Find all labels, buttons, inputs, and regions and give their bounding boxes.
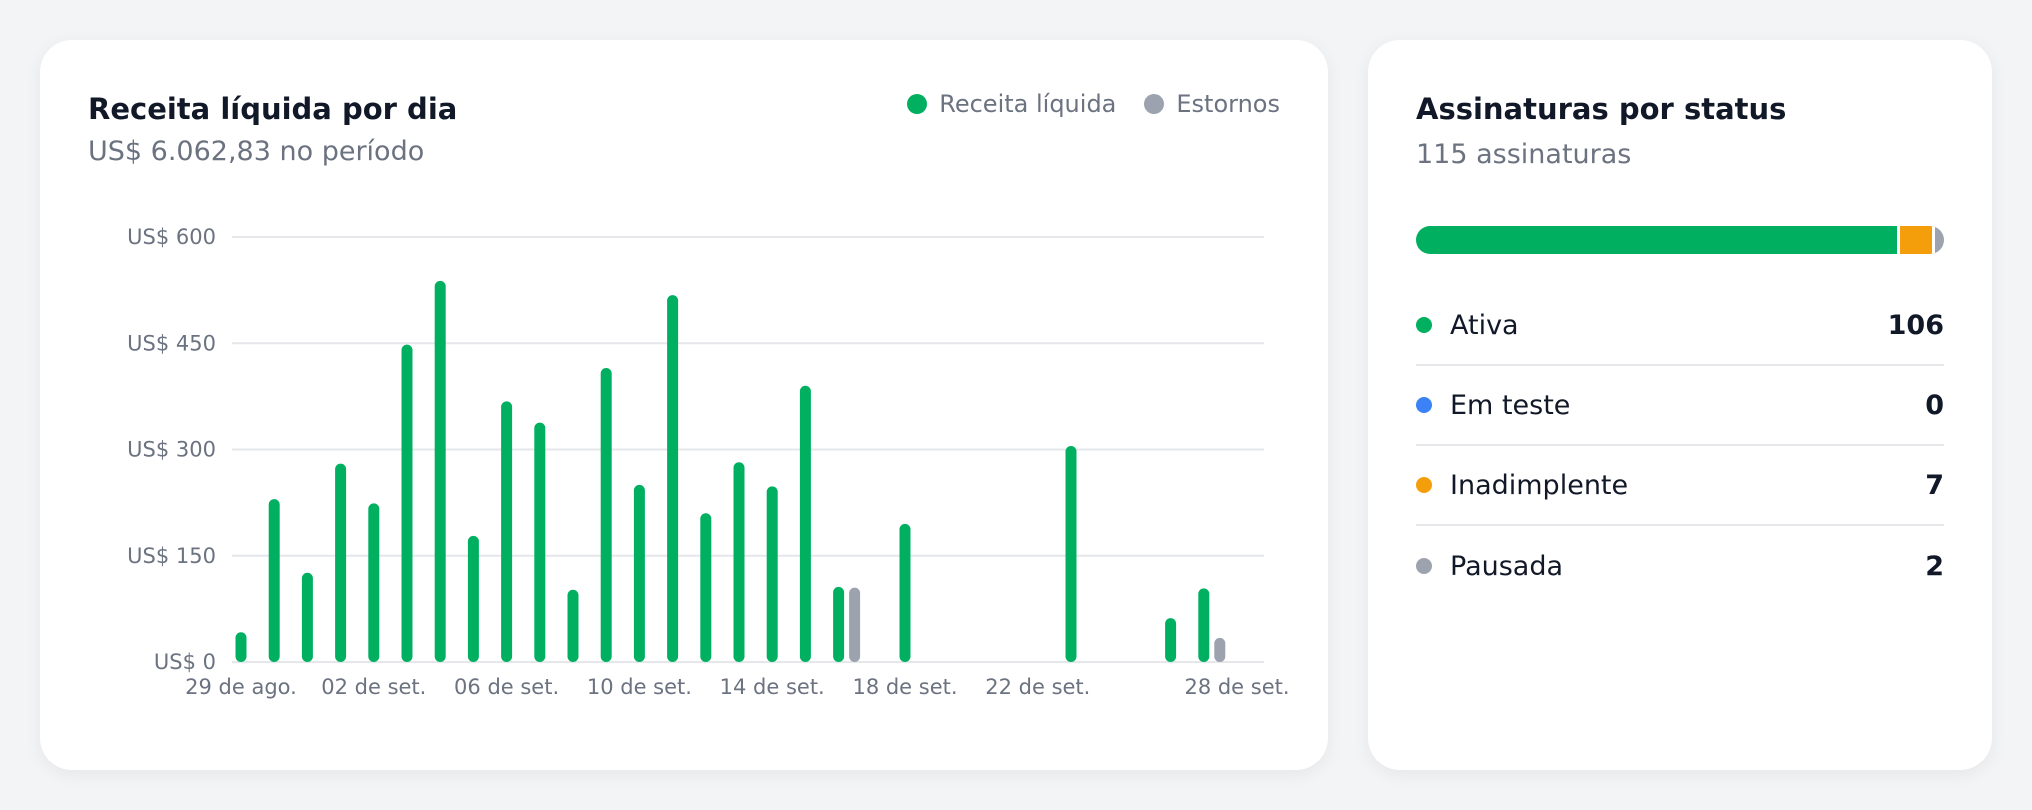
bar-receita[interactable] (567, 589, 579, 662)
legend-item-estornos[interactable]: Estornos (1144, 90, 1280, 118)
bar-receita[interactable] (899, 523, 911, 662)
bar-receita[interactable] (501, 401, 513, 662)
legend-item-receita[interactable]: Receita líquida (907, 90, 1116, 118)
bar-estorno[interactable] (849, 587, 861, 662)
x-tick-label: 18 de set. (852, 675, 957, 699)
bar-receita[interactable] (301, 572, 313, 662)
bar-receita[interactable] (600, 368, 612, 662)
y-tick-label: US$ 150 (127, 544, 216, 568)
legend-label-receita: Receita líquida (939, 90, 1117, 118)
bar-receita[interactable] (268, 499, 280, 662)
bar-receita[interactable] (1065, 445, 1077, 662)
x-tick-label: 22 de set. (985, 675, 1090, 699)
bar-receita[interactable] (733, 462, 745, 662)
status-label: Inadimplente (1450, 469, 1629, 501)
x-tick-label: 06 de set. (454, 675, 559, 699)
x-tick-label: 29 de ago. (185, 675, 297, 699)
x-tick-label: 14 de set. (720, 675, 825, 699)
subs-card-subtitle: 115 assinaturas (1416, 139, 1632, 170)
bar-receita[interactable] (1165, 618, 1177, 662)
bar-receita[interactable] (434, 280, 446, 662)
status-label: Ativa (1450, 309, 1519, 341)
status-label: Em teste (1450, 389, 1571, 421)
y-tick-label: US$ 0 (154, 650, 216, 674)
bar-estorno[interactable] (1214, 637, 1226, 662)
bar-receita[interactable] (1198, 588, 1210, 662)
bar-receita[interactable] (235, 632, 247, 662)
y-tick-label: US$ 300 (127, 438, 216, 462)
status-dot-pausada (1416, 558, 1432, 574)
bar-receita[interactable] (667, 295, 679, 662)
y-tick-label: US$ 450 (127, 331, 216, 355)
bar-receita[interactable] (534, 422, 546, 662)
status-segment-ativa (1416, 226, 1901, 254)
status-count: 7 (1925, 469, 1944, 501)
bar-receita[interactable] (633, 484, 645, 662)
status-segment-pausada (1934, 226, 1944, 254)
subs-card-title: Assinaturas por status (1416, 92, 1787, 126)
status-row-ativa[interactable]: Ativa 106 (1416, 286, 1944, 366)
chart-legend: Receita líquida Estornos (907, 90, 1280, 118)
bar-receita[interactable] (467, 535, 479, 662)
x-tick-label: 10 de set. (587, 675, 692, 699)
y-tick-label: US$ 600 (127, 225, 216, 249)
bar-receita[interactable] (401, 344, 413, 662)
status-row-em-teste[interactable]: Em teste 0 (1416, 366, 1944, 446)
revenue-card-title: Receita líquida por dia (88, 92, 458, 126)
legend-swatch-receita (907, 94, 928, 114)
bar-receita[interactable] (335, 463, 347, 662)
bar-receita[interactable] (799, 385, 811, 662)
status-dot-inadimplente (1416, 477, 1432, 493)
status-row-pausada[interactable]: Pausada 2 (1416, 526, 1944, 606)
legend-label-estornos: Estornos (1176, 90, 1280, 118)
status-dot-ativa (1416, 317, 1432, 333)
status-label: Pausada (1450, 550, 1564, 582)
status-count: 0 (1925, 389, 1944, 421)
status-count: 106 (1887, 309, 1944, 341)
bar-receita[interactable] (766, 486, 778, 662)
bar-receita[interactable] (368, 503, 380, 662)
legend-swatch-estornos (1144, 94, 1165, 114)
status-list: Ativa 106 Em teste 0 Inadimplente 7 Paus… (1416, 310, 1944, 606)
revenue-bar-chart: US$ 0 US$ 150 US$ 300 US$ 450 US$ 600 29 de a… (127, 225, 1289, 699)
subscriptions-card: Assinaturas por status 115 assinaturas A… (1368, 40, 1992, 770)
revenue-card: Receita líquida por dia US$ 6.062,83 no … (40, 40, 1328, 770)
revenue-card-subtitle: US$ 6.062,83 no período (88, 136, 425, 167)
x-tick-label: 28 de set. (1184, 675, 1289, 699)
status-distribution-bar (1416, 226, 1944, 254)
status-row-inadimplente[interactable]: Inadimplente 7 (1416, 446, 1944, 526)
bar-receita[interactable] (833, 586, 845, 662)
status-segment-inadimplente (1900, 226, 1935, 254)
status-count: 2 (1925, 550, 1944, 582)
x-tick-label: 02 de set. (321, 675, 426, 699)
bar-receita[interactable] (700, 513, 712, 662)
status-dot-em-teste (1416, 397, 1432, 413)
